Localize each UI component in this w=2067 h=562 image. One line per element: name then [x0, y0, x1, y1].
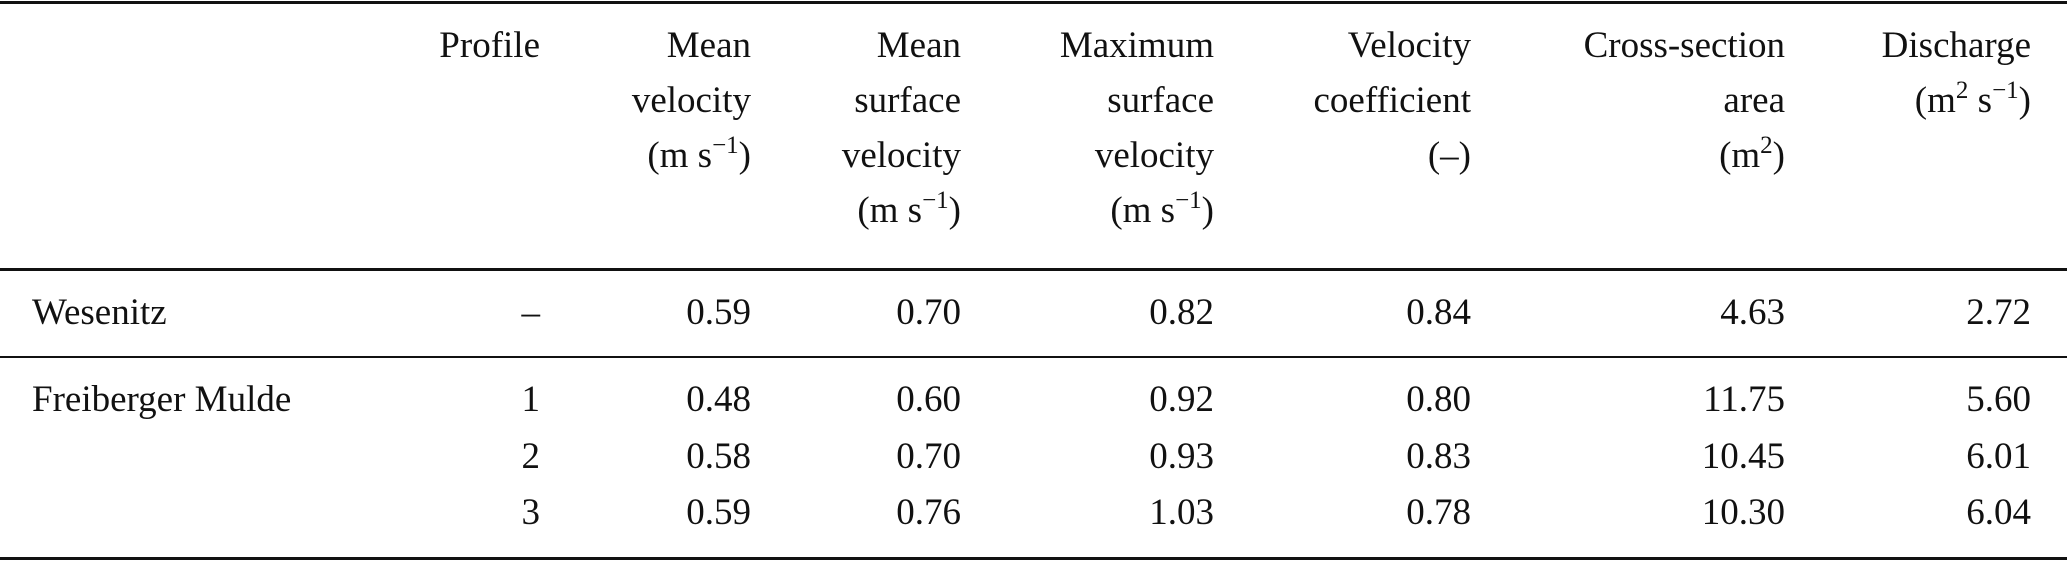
header-text: velocity [631, 80, 751, 121]
table-cell: 0.59 [686, 292, 751, 333]
table-cell: 0.58 [686, 436, 751, 477]
header-text: Profile [439, 25, 540, 66]
table-cell: 11.75 [1703, 379, 1785, 420]
table-cell: 1.03 [1149, 492, 1214, 533]
header-rule [0, 268, 2067, 271]
header-text: surface [854, 80, 961, 121]
header-text: velocity [1094, 135, 1214, 176]
table-cell: 0.93 [1149, 436, 1214, 477]
header-text: coefficient [1313, 80, 1471, 121]
table-cell: 0.92 [1149, 379, 1214, 420]
table-cell: 0.84 [1406, 292, 1471, 333]
row-label: Wesenitz [32, 292, 167, 333]
header-text: Discharge [1881, 25, 2031, 66]
header-max-surface-velocity: Maximum surface velocity (m s−1) [1060, 18, 1214, 238]
header-text: Mean [876, 25, 961, 66]
table-cell: 3 [521, 492, 541, 533]
table-cell: 6.04 [1966, 492, 2031, 533]
header-unit: (–) [1427, 135, 1471, 176]
header-text: area [1723, 80, 1785, 121]
table-cell: 0.60 [896, 379, 961, 420]
table-cell: 2.72 [1966, 292, 2031, 333]
header-text: surface [1107, 80, 1214, 121]
table-cell: 0.70 [896, 436, 961, 477]
table-cell: 0.48 [686, 379, 751, 420]
table-cell: 10.45 [1701, 436, 1785, 477]
table-cell: 0.78 [1406, 492, 1471, 533]
table-cell: 0.70 [896, 292, 961, 333]
header-mean-velocity: Mean velocity (m s−1) [632, 18, 751, 183]
header-text: velocity [841, 135, 961, 176]
table-cell: 0.59 [686, 492, 751, 533]
table-cell: 0.80 [1406, 379, 1471, 420]
header-text: Velocity [1347, 25, 1471, 66]
row-label: Freiberger Mulde [32, 379, 292, 420]
header-unit: (m s−1) [857, 187, 961, 231]
header-unit: (m2) [1719, 132, 1785, 176]
bottom-rule [0, 557, 2067, 560]
header-profile: Profile [439, 18, 540, 73]
table-cell: 2 [521, 436, 541, 477]
table-cell: 6.01 [1966, 436, 2031, 477]
table-cell: 1 [521, 379, 541, 420]
header-text: Mean [666, 25, 751, 66]
table-cell: 4.63 [1720, 292, 1785, 333]
header-cross-section-area: Cross-section area (m2) [1584, 18, 1785, 183]
table-cell: 5.60 [1966, 379, 2031, 420]
group-rule [0, 356, 2067, 358]
top-rule [0, 1, 2067, 4]
header-text: Cross-section [1583, 25, 1785, 66]
table-cell: – [521, 292, 541, 333]
header-unit: (m s−1) [647, 132, 751, 176]
table-cell: 0.83 [1406, 436, 1471, 477]
table-cell: 0.82 [1149, 292, 1214, 333]
table-cell: 10.30 [1701, 492, 1785, 533]
header-unit: (m2 s−1) [1914, 77, 2031, 121]
table-cell: 0.76 [896, 492, 961, 533]
header-mean-surface-velocity: Mean surface velocity (m s−1) [842, 18, 961, 238]
header-discharge: Discharge (m2 s−1) [1882, 18, 2031, 128]
header-unit: (m s−1) [1110, 187, 1214, 231]
header-text: Maximum [1059, 25, 1214, 66]
header-velocity-coefficient: Velocity coefficient (–) [1313, 18, 1471, 183]
